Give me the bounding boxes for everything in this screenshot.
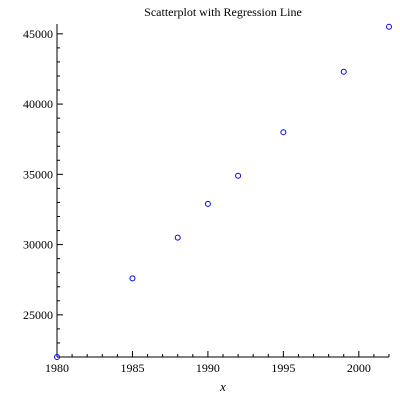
data-point (386, 23, 392, 30)
y-axis-ticks: 25000 30000 35000 40000 45000 (23, 27, 63, 358)
y-tick-label: 30000 (23, 238, 53, 252)
y-tick-label: 45000 (23, 27, 53, 41)
x-axis-ticks: 1980 1985 1990 1995 2000 (45, 351, 390, 375)
x-axis-label: x (219, 379, 226, 394)
data-point (204, 200, 211, 207)
x-tick-label: 1980 (45, 361, 69, 375)
data-point (280, 129, 287, 136)
data-point (235, 172, 242, 179)
y-tick-label: 35000 (23, 167, 53, 181)
data-point (129, 275, 136, 282)
chart-title: Scatterplot with Regression Line (144, 5, 302, 19)
x-tick-label: 1995 (271, 361, 295, 375)
y-tick-label: 40000 (23, 97, 53, 111)
y-tick-label: 25000 (23, 308, 53, 322)
data-point (54, 354, 60, 360)
data-point (174, 234, 181, 241)
x-tick-label: 1990 (196, 361, 220, 375)
data-point (340, 68, 347, 75)
data-points (54, 23, 392, 360)
x-tick-label: 1985 (120, 361, 144, 375)
x-tick-label: 2000 (347, 361, 371, 375)
